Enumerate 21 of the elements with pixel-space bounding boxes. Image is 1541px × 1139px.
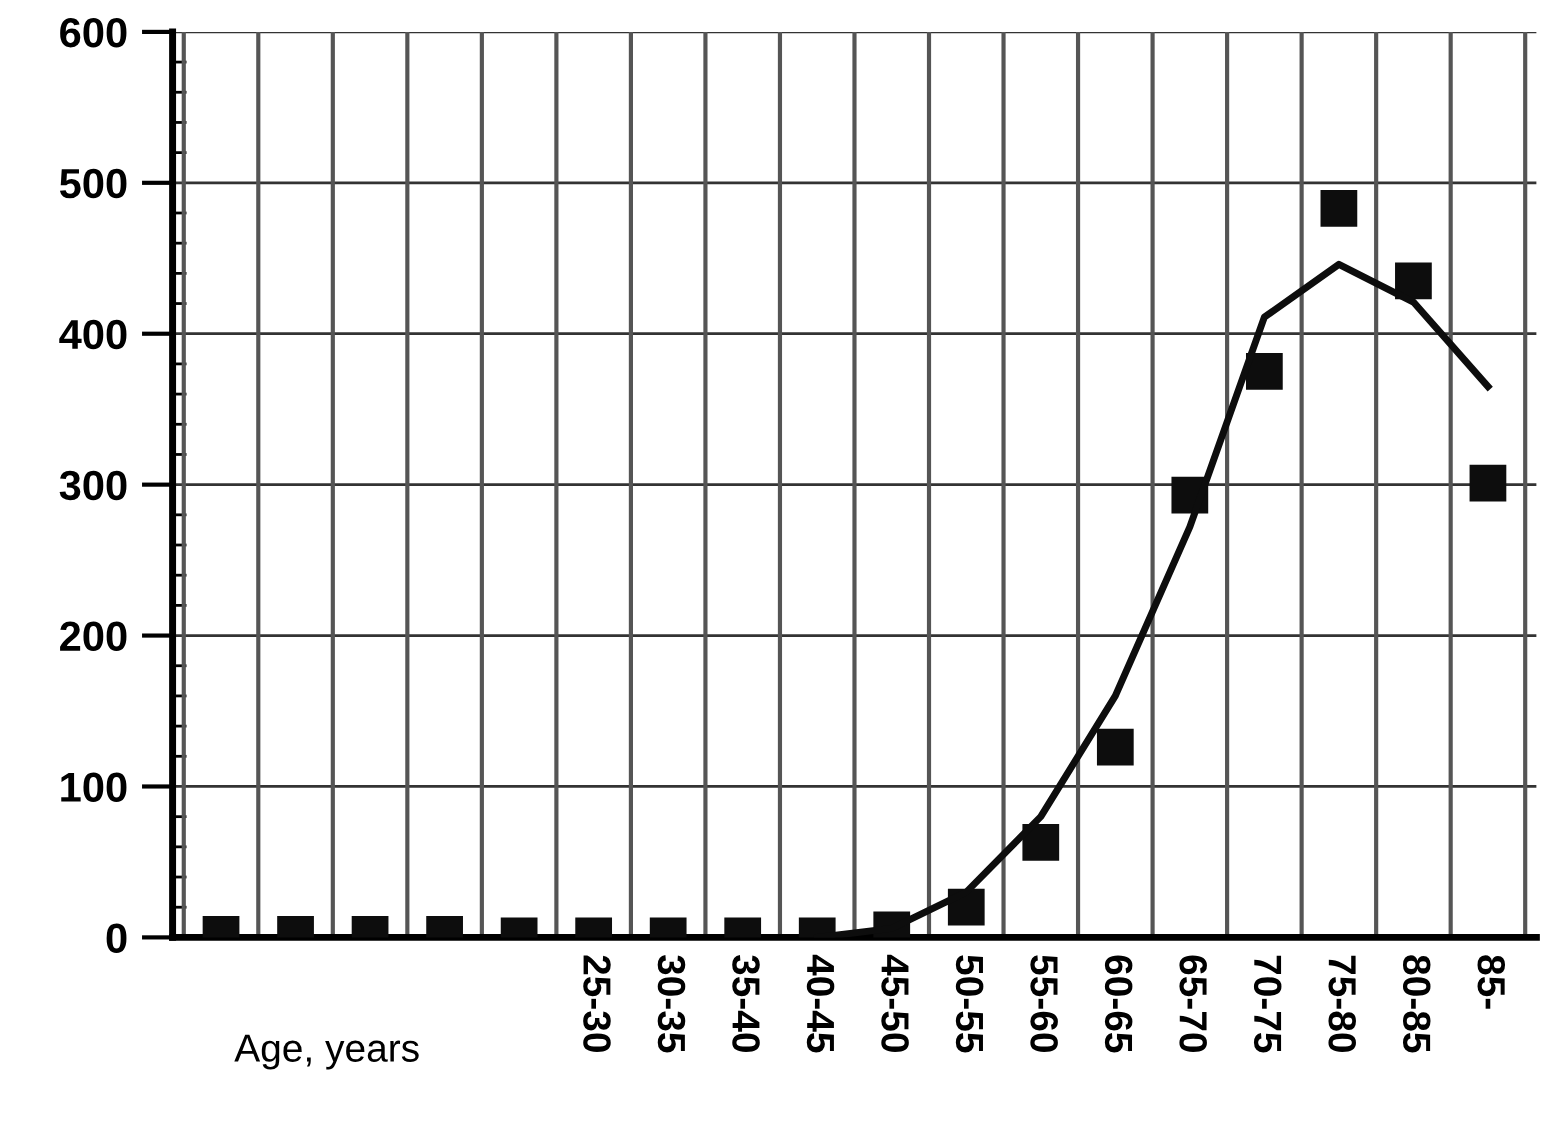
x-tick-label: 60-65 <box>1104 955 1133 1053</box>
y-tick-label: 600 <box>60 17 127 48</box>
y-tick-label: 0 <box>106 923 127 953</box>
x-tick-label: 30-35 <box>657 954 686 1053</box>
x-tick-label: 80-85 <box>1402 955 1431 1053</box>
y-tick-label: 200 <box>60 621 127 652</box>
x-tick-label: 50-55 <box>955 955 984 1053</box>
y-tick-label: 400 <box>59 319 127 350</box>
y-tick-label: 500 <box>59 168 127 199</box>
y-tick-label: 100 <box>61 772 127 802</box>
x-tick-label: 65-70 <box>1179 955 1207 1052</box>
x-tick-label: 55-60 <box>1030 955 1058 1052</box>
x-tick-label: 40-45 <box>806 954 835 1053</box>
y-tick-label: 300 <box>59 470 127 501</box>
x-tick-label: 45-50 <box>881 954 909 1052</box>
x-tick-label: 25-30 <box>583 955 611 1052</box>
x-tick-label: 35-40 <box>732 954 760 1052</box>
x-tick-label: 75-80 <box>1328 955 1356 1052</box>
text: Age, years <box>234 1034 419 1070</box>
x-tick-label: 70-75 <box>1253 955 1282 1053</box>
x-tick-label: 85- <box>1477 955 1506 1009</box>
